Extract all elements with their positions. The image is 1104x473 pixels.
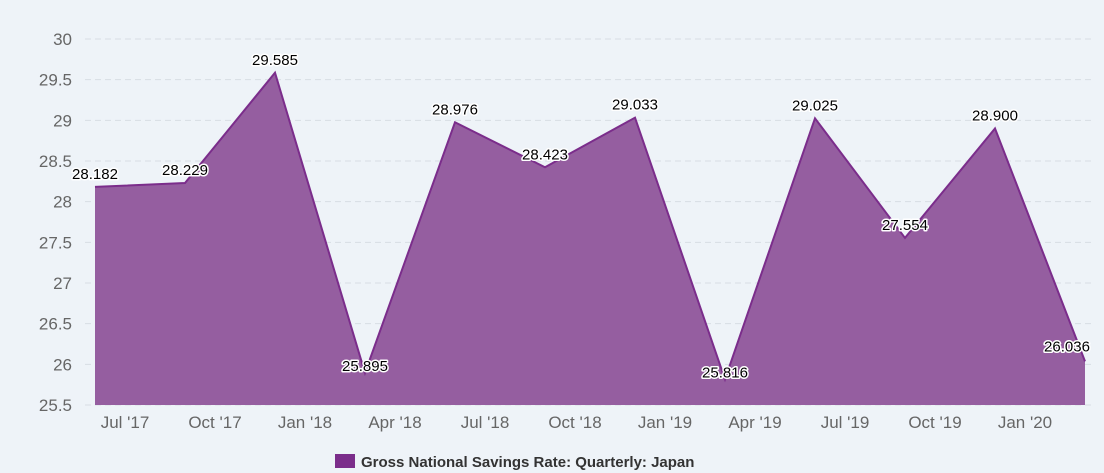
x-tick-label: Jul '17 xyxy=(101,413,150,432)
data-label: 29.025 xyxy=(792,97,838,114)
y-tick-label: 28 xyxy=(53,193,72,212)
data-labels: 28.182 28.229 29.585 25.895 28.976 28.423 29.0… xyxy=(71,50,1092,383)
x-axis: Jul '17 Oct '17 Jan '18 Apr '18 Jul '18 Oct '… xyxy=(101,413,1052,432)
y-tick-label: 26.5 xyxy=(39,315,72,334)
x-tick-label: Jan '19 xyxy=(638,413,692,432)
data-label: 25.895 xyxy=(342,358,388,375)
x-tick-label: Oct '17 xyxy=(188,413,241,432)
y-axis: 25.5 26 26.5 27 27.5 28 28.5 29 29.5 30 xyxy=(39,30,72,415)
data-label: 27.554 xyxy=(882,217,928,234)
y-tick-label: 27 xyxy=(53,274,72,293)
x-tick-label: Jul '18 xyxy=(461,413,510,432)
y-tick-label: 25.5 xyxy=(39,396,72,415)
data-label: 28.976 xyxy=(432,101,478,118)
series-line xyxy=(94,70,1086,383)
data-label: 29.585 xyxy=(252,52,298,69)
x-tick-label: Oct '18 xyxy=(548,413,601,432)
data-label: 29.033 xyxy=(612,97,658,114)
y-tick-label: 29 xyxy=(53,111,72,130)
plot-area xyxy=(94,70,1086,406)
y-tick-label: 29.5 xyxy=(39,71,72,90)
y-tick-label: 27.5 xyxy=(39,233,72,252)
x-tick-label: Jan '18 xyxy=(278,413,332,432)
data-label: 28.423 xyxy=(522,146,568,163)
y-tick-label: 28.5 xyxy=(39,152,72,171)
x-tick-label: Oct '19 xyxy=(908,413,961,432)
x-tick-label: Jul '19 xyxy=(821,413,870,432)
legend[interactable]: Gross National Savings Rate: Quarterly: … xyxy=(335,454,694,471)
x-tick-label: Apr '19 xyxy=(728,413,781,432)
data-label: 28.182 xyxy=(72,166,118,183)
data-label: 28.900 xyxy=(972,107,1018,124)
area-fill xyxy=(95,72,1085,406)
y-tick-label: 26 xyxy=(53,355,72,374)
y-tick-label: 30 xyxy=(53,30,72,49)
legend-label[interactable]: Gross National Savings Rate: Quarterly: … xyxy=(361,454,694,471)
x-tick-label: Jan '20 xyxy=(998,413,1052,432)
data-label: 26.036 xyxy=(1044,338,1090,355)
data-label: 28.229 xyxy=(162,162,208,179)
data-label: 25.816 xyxy=(702,364,748,381)
legend-swatch xyxy=(335,454,355,468)
x-tick-label: Apr '18 xyxy=(368,413,421,432)
